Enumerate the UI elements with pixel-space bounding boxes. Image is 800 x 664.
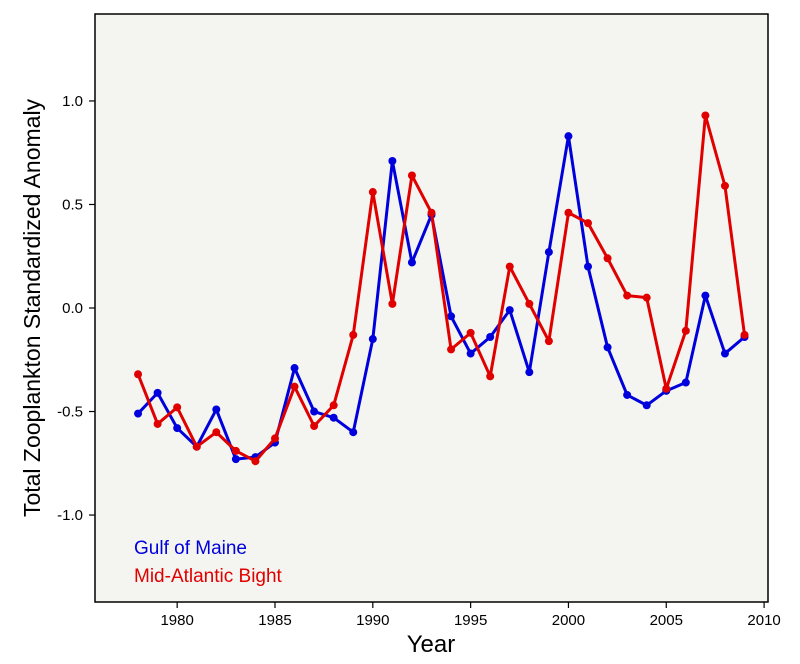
data-point-mid-atlantic-bight: [564, 208, 573, 217]
data-point-mid-atlantic-bight: [623, 291, 632, 300]
data-point-gulf-of-maine: [153, 388, 162, 397]
data-point-mid-atlantic-bight: [447, 345, 456, 354]
x-tick-label: 1995: [454, 612, 487, 629]
data-point-gulf-of-maine: [388, 157, 397, 165]
data-point-gulf-of-maine: [564, 132, 573, 141]
data-point-gulf-of-maine: [173, 424, 182, 433]
data-point-gulf-of-maine: [681, 378, 690, 387]
x-tick-label: 1985: [258, 612, 291, 629]
data-point-mid-atlantic-bight: [134, 370, 143, 379]
data-point-mid-atlantic-bight: [407, 171, 416, 180]
data-point-mid-atlantic-bight: [505, 262, 514, 271]
legend-entry-gulf-of-maine: Gulf of Maine: [134, 538, 247, 559]
x-tick-label: 1990: [356, 612, 389, 629]
data-point-mid-atlantic-bight: [173, 403, 182, 412]
legend: Gulf of Maine Mid-Atlantic Bight: [134, 538, 283, 587]
y-axis-title: Total Zooplankton Standardized Anomaly: [19, 98, 45, 517]
data-point-gulf-of-maine: [134, 409, 143, 418]
data-point-gulf-of-maine: [584, 262, 593, 271]
x-axis-title: Year: [407, 631, 456, 658]
data-point-gulf-of-maine: [231, 455, 240, 464]
data-point-mid-atlantic-bight: [584, 219, 593, 228]
data-point-gulf-of-maine: [212, 405, 221, 414]
data-point-mid-atlantic-bight: [603, 254, 612, 263]
data-point-gulf-of-maine: [368, 335, 377, 344]
data-point-gulf-of-maine: [310, 407, 319, 416]
data-point-mid-atlantic-bight: [388, 299, 397, 308]
data-point-mid-atlantic-bight: [544, 337, 553, 346]
data-point-gulf-of-maine: [701, 291, 710, 300]
x-axis: 1980 1985 1990 1995 2000 2005 2010: [160, 602, 781, 629]
series-layer: [134, 111, 749, 466]
data-point-mid-atlantic-bight: [720, 181, 729, 190]
data-point-gulf-of-maine: [505, 306, 514, 315]
x-tick-label: 2000: [552, 612, 585, 629]
y-tick-label: 0.5: [62, 196, 83, 213]
data-point-mid-atlantic-bight: [662, 384, 671, 393]
data-point-gulf-of-maine: [486, 332, 495, 341]
data-point-mid-atlantic-bight: [212, 428, 221, 437]
data-point-mid-atlantic-bight: [701, 111, 710, 120]
y-tick-label: -1.0: [57, 507, 83, 524]
x-tick-label: 1980: [160, 612, 193, 629]
data-point-mid-atlantic-bight: [642, 293, 651, 302]
data-point-gulf-of-maine: [544, 248, 553, 257]
data-point-mid-atlantic-bight: [290, 382, 299, 391]
data-point-mid-atlantic-bight: [270, 434, 279, 443]
y-tick-label: -0.5: [57, 404, 83, 421]
y-axis: -1.0 -0.5 0.0 0.5 1.0: [57, 93, 95, 524]
data-point-mid-atlantic-bight: [368, 188, 377, 197]
data-point-gulf-of-maine: [642, 401, 651, 410]
data-point-gulf-of-maine: [466, 349, 475, 358]
data-point-gulf-of-maine: [720, 349, 729, 358]
plot-area: [94, 13, 769, 603]
data-point-gulf-of-maine: [329, 413, 338, 422]
data-point-mid-atlantic-bight: [310, 422, 319, 431]
data-point-gulf-of-maine: [603, 343, 612, 352]
legend-entry-mid-atlantic-bight: Mid-Atlantic Bight: [134, 566, 283, 587]
x-tick-label: 2005: [650, 612, 683, 629]
data-point-mid-atlantic-bight: [740, 330, 749, 339]
y-tick-label: 0.0: [62, 300, 83, 317]
data-point-gulf-of-maine: [407, 258, 416, 267]
data-point-mid-atlantic-bight: [251, 457, 260, 466]
data-point-mid-atlantic-bight: [153, 419, 162, 428]
data-point-gulf-of-maine: [447, 312, 456, 321]
data-point-mid-atlantic-bight: [329, 401, 338, 410]
data-point-gulf-of-maine: [349, 428, 358, 437]
data-point-mid-atlantic-bight: [525, 299, 534, 308]
data-point-mid-atlantic-bight: [231, 446, 240, 455]
data-point-mid-atlantic-bight: [192, 442, 201, 451]
data-point-mid-atlantic-bight: [486, 372, 495, 381]
data-point-gulf-of-maine: [525, 368, 534, 377]
data-point-gulf-of-maine: [290, 364, 299, 373]
data-point-mid-atlantic-bight: [466, 328, 475, 337]
data-point-mid-atlantic-bight: [681, 326, 690, 335]
y-tick-label: 1.0: [62, 93, 83, 110]
x-tick-label: 2010: [747, 612, 780, 629]
data-point-gulf-of-maine: [623, 390, 632, 399]
data-point-mid-atlantic-bight: [349, 330, 358, 339]
data-point-mid-atlantic-bight: [427, 208, 436, 217]
